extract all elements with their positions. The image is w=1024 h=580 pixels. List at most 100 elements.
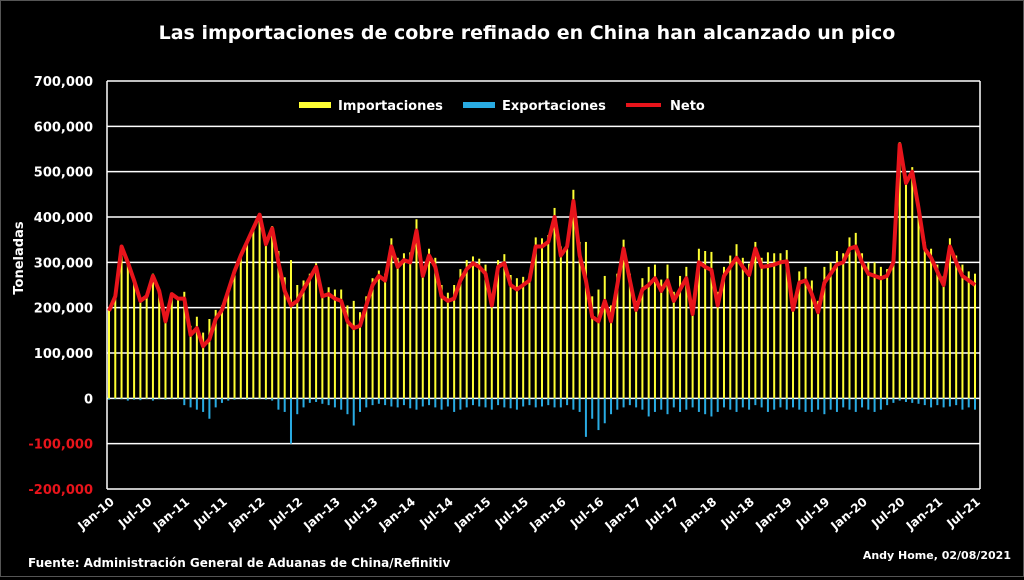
exports-bar	[647, 398, 650, 417]
imports-bar	[302, 280, 305, 399]
imports-bar	[930, 248, 933, 399]
exports-bar	[685, 398, 688, 410]
imports-bar	[446, 292, 449, 399]
x-tick-label: Jan-17	[602, 495, 645, 534]
exports-bar	[729, 398, 732, 410]
y-tick-label: 700,000	[34, 75, 93, 90]
exports-bar	[578, 398, 581, 412]
exports-bar	[697, 398, 700, 412]
exports-bar	[886, 398, 889, 406]
exports-bar	[246, 398, 249, 400]
exports-bar	[861, 398, 864, 408]
exports-bar	[195, 398, 198, 410]
exports-bar	[258, 398, 261, 400]
exports-bar	[114, 398, 117, 400]
exports-bar	[779, 398, 782, 408]
imports-bar	[616, 273, 619, 399]
exports-bar	[892, 398, 895, 403]
exports-bar	[377, 398, 380, 404]
x-tick-label: Jan-13	[300, 495, 343, 534]
exports-bar	[584, 398, 587, 437]
exports-bar	[848, 398, 851, 410]
imports-bar	[622, 239, 625, 399]
y-tick-label: 100,000	[34, 347, 93, 362]
imports-bar	[810, 280, 813, 399]
exports-bar	[741, 398, 744, 408]
exports-bar	[333, 398, 336, 408]
imports-bar	[409, 252, 412, 399]
exports-bar	[365, 398, 368, 408]
x-tick-label: Jul-16	[567, 495, 606, 531]
exports-bar	[151, 398, 154, 401]
imports-bar	[534, 237, 537, 399]
imports-bar	[233, 270, 236, 399]
exports-bar	[653, 398, 656, 412]
exports-bar	[829, 398, 832, 410]
exports-bar	[327, 398, 330, 406]
exports-bar	[170, 398, 173, 400]
imports-bar	[327, 287, 330, 399]
exports-bar	[553, 398, 556, 408]
y-tick-label: 200,000	[34, 302, 93, 317]
exports-bar	[591, 398, 594, 419]
exports-bar	[239, 398, 242, 400]
legend-swatch-exports	[463, 102, 495, 108]
exports-bar	[409, 398, 412, 409]
exports-bar	[660, 398, 663, 410]
exports-bar	[904, 398, 907, 402]
exports-bar	[428, 398, 431, 406]
imports-bar	[158, 289, 161, 399]
imports-bar	[628, 273, 631, 399]
imports-bar	[271, 226, 274, 399]
net-series-line	[107, 142, 977, 349]
imports-bar	[641, 278, 644, 399]
exports-bar	[202, 398, 205, 412]
imports-bar	[967, 271, 970, 399]
exports-bar	[352, 398, 355, 426]
imports-bar	[785, 250, 788, 399]
x-tick-label: Jul-18	[718, 495, 757, 531]
imports-bar	[635, 300, 638, 399]
x-tick-label: Jan-12	[225, 495, 268, 534]
imports-bar	[359, 312, 362, 399]
imports-bar	[277, 251, 280, 399]
exports-bar	[942, 398, 945, 408]
imports-bar	[120, 245, 123, 399]
exports-bar	[308, 398, 311, 403]
exports-bar	[641, 398, 644, 410]
exports-bar	[471, 398, 474, 406]
exports-bar	[760, 398, 763, 408]
imports-bar	[610, 305, 613, 399]
exports-bar	[967, 398, 970, 408]
imports-bar	[653, 264, 656, 399]
imports-bar	[842, 253, 845, 399]
legend-label-net: Neto	[670, 99, 705, 114]
exports-bar	[616, 398, 619, 410]
exports-bar	[854, 398, 857, 412]
exports-bar	[722, 398, 725, 408]
imports-bar	[754, 241, 757, 399]
exports-bar	[842, 398, 845, 408]
imports-bar	[792, 300, 795, 399]
exports-bar	[384, 398, 387, 406]
exports-bar	[798, 398, 801, 410]
imports-bar	[428, 248, 431, 399]
imports-bar	[214, 309, 217, 399]
exports-bars	[108, 398, 976, 444]
exports-bar	[804, 398, 807, 412]
imports-bar	[133, 279, 136, 399]
imports-bar	[911, 167, 914, 399]
exports-bar	[923, 398, 926, 406]
exports-bar	[597, 398, 600, 431]
exports-bar	[220, 398, 223, 403]
exports-bar	[810, 398, 813, 412]
exports-bar	[214, 398, 217, 408]
imports-bar	[421, 267, 424, 399]
imports-bar	[471, 256, 474, 399]
imports-bar	[333, 289, 336, 399]
imports-bar	[974, 273, 976, 399]
imports-bar	[716, 291, 719, 399]
exports-bar	[961, 398, 964, 410]
imports-bar	[735, 244, 738, 399]
imports-bar	[402, 253, 405, 399]
